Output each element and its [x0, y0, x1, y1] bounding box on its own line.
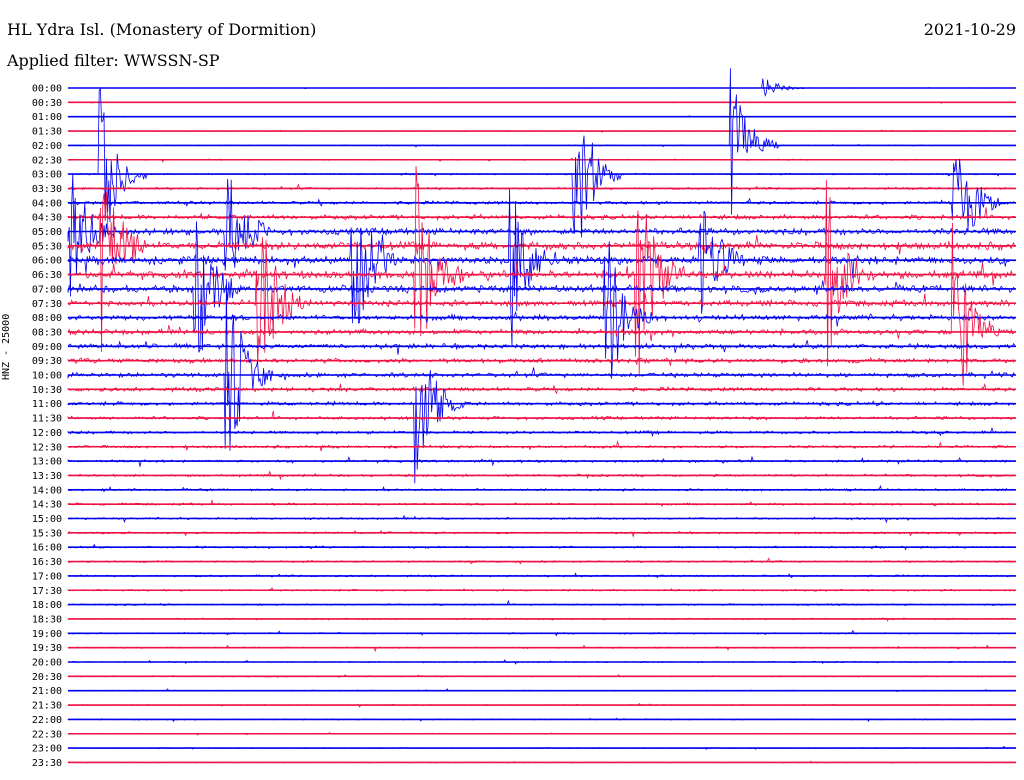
row-time-label: 00:30: [32, 98, 62, 109]
row-time-label: 08:00: [32, 313, 62, 324]
seismic-trace-row: [67, 68, 1015, 215]
row-time-label: 11:00: [32, 399, 62, 410]
date-label: 2021-10-29: [923, 20, 1016, 39]
seismic-trace-row: [67, 370, 1016, 484]
row-time-label: 17:30: [32, 586, 62, 597]
seismic-trace-row: [67, 484, 1015, 493]
row-time-label: 21:30: [32, 701, 62, 712]
seismic-trace-row: [67, 382, 1016, 395]
seismic-trace-row: [67, 356, 1016, 366]
row-time-label: 23:30: [32, 758, 62, 769]
row-time-label: 04:00: [32, 198, 62, 209]
row-time-label: 08:30: [32, 327, 62, 338]
seismic-trace-row: [67, 279, 1016, 451]
row-time-label: 20:30: [32, 672, 62, 683]
row-time-label: 10:00: [32, 371, 62, 382]
row-time-label: 14:00: [32, 485, 62, 496]
row-time-label: 22:30: [32, 729, 62, 740]
row-time-label: 05:30: [32, 241, 62, 252]
station-title: HL Ydra Isl. (Monastery of Dormition): [7, 20, 317, 39]
row-time-label: 01:30: [32, 127, 62, 138]
seismic-trace-row: [67, 191, 1016, 352]
row-time-label: 02:30: [32, 155, 62, 166]
row-time-label: 01:00: [32, 112, 62, 123]
row-time-label: 11:30: [32, 414, 62, 425]
seismic-trace-row: [67, 88, 1015, 238]
row-time-label: 23:00: [32, 744, 62, 755]
row-time-label: 02:00: [32, 141, 62, 152]
row-time-label: 19:30: [32, 643, 62, 654]
row-time-label: 03:00: [32, 170, 62, 181]
row-time-label: 12:00: [32, 428, 62, 439]
row-time-label: 19:00: [32, 629, 62, 640]
row-time-label: 06:00: [32, 256, 62, 267]
seismic-trace-row: [67, 499, 1016, 507]
row-time-label: 21:00: [32, 686, 62, 697]
row-time-label: 03:30: [32, 184, 62, 195]
row-time-label: 16:30: [32, 557, 62, 568]
seismic-trace-row: [67, 188, 1016, 347]
row-time-label: 13:30: [32, 471, 62, 482]
filter-label: Applied filter: WWSSN-SP: [7, 51, 220, 70]
row-time-label: 22:00: [32, 715, 62, 726]
row-time-label: 18:00: [32, 600, 62, 611]
row-time-label: 12:30: [32, 442, 62, 453]
row-time-label: 15:00: [32, 514, 62, 525]
row-time-label: 07:30: [32, 299, 62, 310]
row-time-label: 17:00: [32, 571, 62, 582]
row-time-label: 04:30: [32, 213, 62, 224]
seismic-trace-row: [67, 183, 1015, 191]
row-time-label: 14:30: [32, 500, 62, 511]
row-time-label: 18:30: [32, 614, 62, 625]
seismic-trace-row: [67, 340, 1016, 355]
row-time-label: 06:30: [32, 270, 62, 281]
row-time-label: 09:00: [32, 342, 62, 353]
row-time-label: 20:00: [32, 658, 62, 669]
row-time-label: 10:30: [32, 385, 62, 396]
row-time-label: 05:00: [32, 227, 62, 238]
row-time-label: 15:30: [32, 528, 62, 539]
row-time-label: 09:30: [32, 356, 62, 367]
seismic-trace-row: [67, 158, 1016, 232]
row-time-label: 07:00: [32, 284, 62, 295]
row-time-label: 16:00: [32, 543, 62, 554]
row-time-label: 00:00: [32, 84, 62, 95]
seismic-trace-row: [67, 78, 1015, 98]
row-time-label: 13:00: [32, 457, 62, 468]
